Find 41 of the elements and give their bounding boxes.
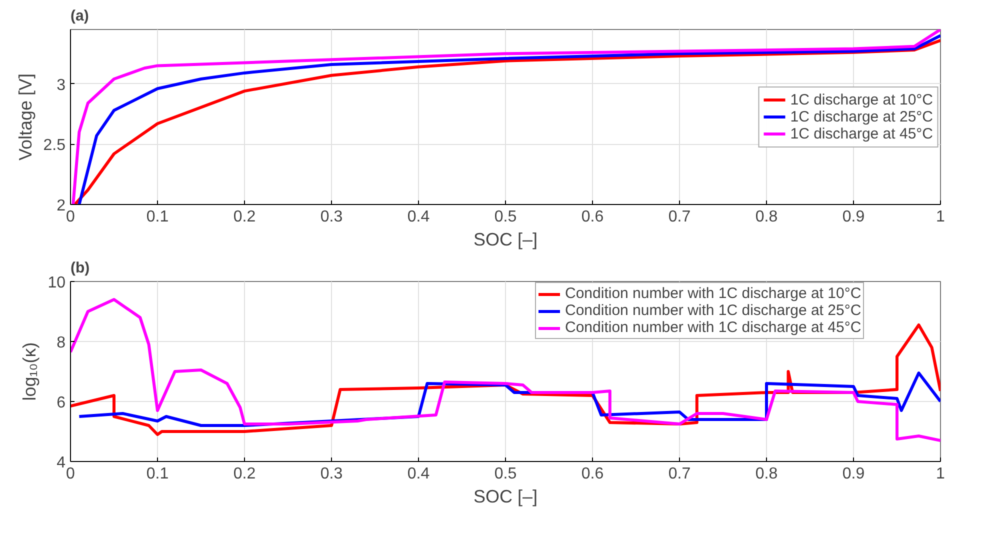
x-tick-label: 0.1 <box>146 208 169 226</box>
x-tick-label: 0.3 <box>320 208 343 226</box>
x-tick-label: 0.2 <box>233 208 256 226</box>
x-tick-label: 0.1 <box>146 466 169 482</box>
x-tick-label: 0.5 <box>494 466 517 482</box>
chart-title: (a) <box>70 8 89 24</box>
y-tick-label: 2 <box>56 198 66 214</box>
x-tick-label: 0.8 <box>755 208 778 226</box>
x-tick-label: 0 <box>66 208 76 226</box>
chart-title: (b) <box>70 260 90 276</box>
x-tick-label: 1 <box>936 208 946 226</box>
y-tick-label: 4 <box>56 454 66 472</box>
x-tick-label: 0.7 <box>668 208 691 226</box>
y-tick-label: 2.5 <box>43 137 66 154</box>
legend-label: 1C discharge at 25°C <box>790 108 933 125</box>
y-tick-label: 8 <box>56 334 66 352</box>
x-tick-label: 1 <box>936 466 946 482</box>
x-tick-label: 0.4 <box>407 466 430 482</box>
x-tick-label: 0.2 <box>233 466 256 482</box>
legend-label: Condition number with 1C discharge at 10°C <box>565 285 862 302</box>
legend-label: Condition number with 1C discharge at 25°C <box>565 302 862 319</box>
x-axis-title: SOC [–] <box>473 230 538 250</box>
x-axis-title: SOC [–] <box>473 486 538 506</box>
x-tick-label: 0.6 <box>581 208 604 226</box>
x-tick-label: 0.3 <box>320 466 343 482</box>
y-tick-label: 6 <box>56 394 66 412</box>
x-tick-label: 0.9 <box>842 466 865 482</box>
y-tick-label: 3 <box>56 76 66 94</box>
x-tick-label: 0.4 <box>407 208 430 226</box>
y-tick-label: 10 <box>48 274 66 292</box>
x-tick-label: 0.7 <box>668 466 691 482</box>
legend-label: 1C discharge at 45°C <box>790 125 933 142</box>
x-tick-label: 0.5 <box>494 208 517 226</box>
legend-label: Condition number with 1C discharge at 45°C <box>565 319 862 336</box>
x-tick-label: 0.8 <box>755 466 778 482</box>
legend-label: 1C discharge at 10°C <box>790 91 933 108</box>
x-tick-label: 0.9 <box>842 208 865 226</box>
x-tick-label: 0.6 <box>581 466 604 482</box>
y-axis-title: Voltage [V] <box>15 73 36 161</box>
x-tick-label: 0 <box>66 466 76 482</box>
y-axis-title: log₁₀(κ) <box>20 342 40 401</box>
